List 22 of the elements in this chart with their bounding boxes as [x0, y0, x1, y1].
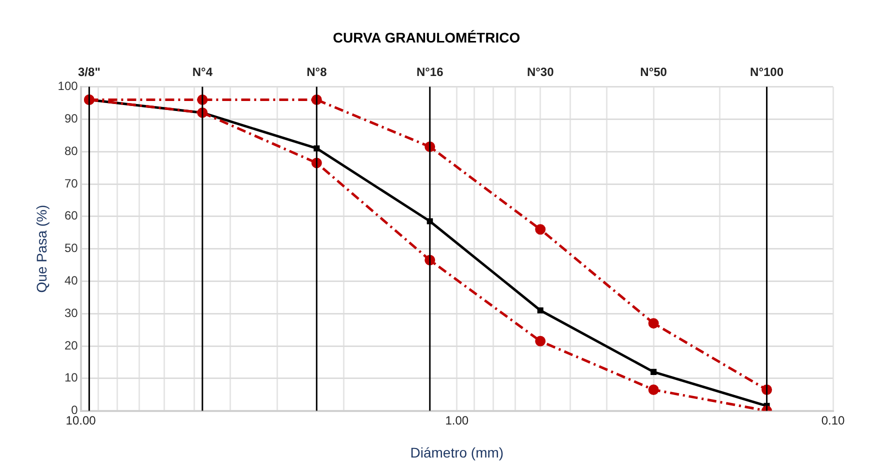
text: N°50 [640, 65, 668, 80]
text: N°100 [750, 65, 784, 80]
chart-title: CURVA GRANULOMÉTRICO [332, 29, 520, 46]
x-tick-label: 1.00 [445, 413, 469, 428]
y-tick-label: 30 [64, 306, 78, 320]
text: N°8 [306, 65, 328, 80]
y-tick-label: 60 [64, 208, 78, 223]
text: N°4 [192, 65, 213, 80]
y-tick-label: 80 [64, 144, 78, 158]
y-tick-label: 20 [64, 338, 78, 352]
text: N°30 [526, 65, 554, 80]
y-tick-label: 40 [64, 274, 78, 288]
y-tick-label: 90 [64, 112, 78, 126]
x-axis-title: Diámetro (mm) [410, 444, 504, 460]
y-tick-label: 100 [58, 79, 78, 94]
text: 3/8" [78, 65, 100, 80]
y-tick-label: 70 [64, 176, 78, 190]
y-tick-label: 50 [64, 241, 78, 256]
x-tick-label: 0.10 [821, 413, 845, 428]
text: N°16 [416, 65, 444, 80]
y-tick-label: 10 [64, 370, 78, 385]
y-axis-title: Que Pasa (%) [33, 204, 50, 293]
